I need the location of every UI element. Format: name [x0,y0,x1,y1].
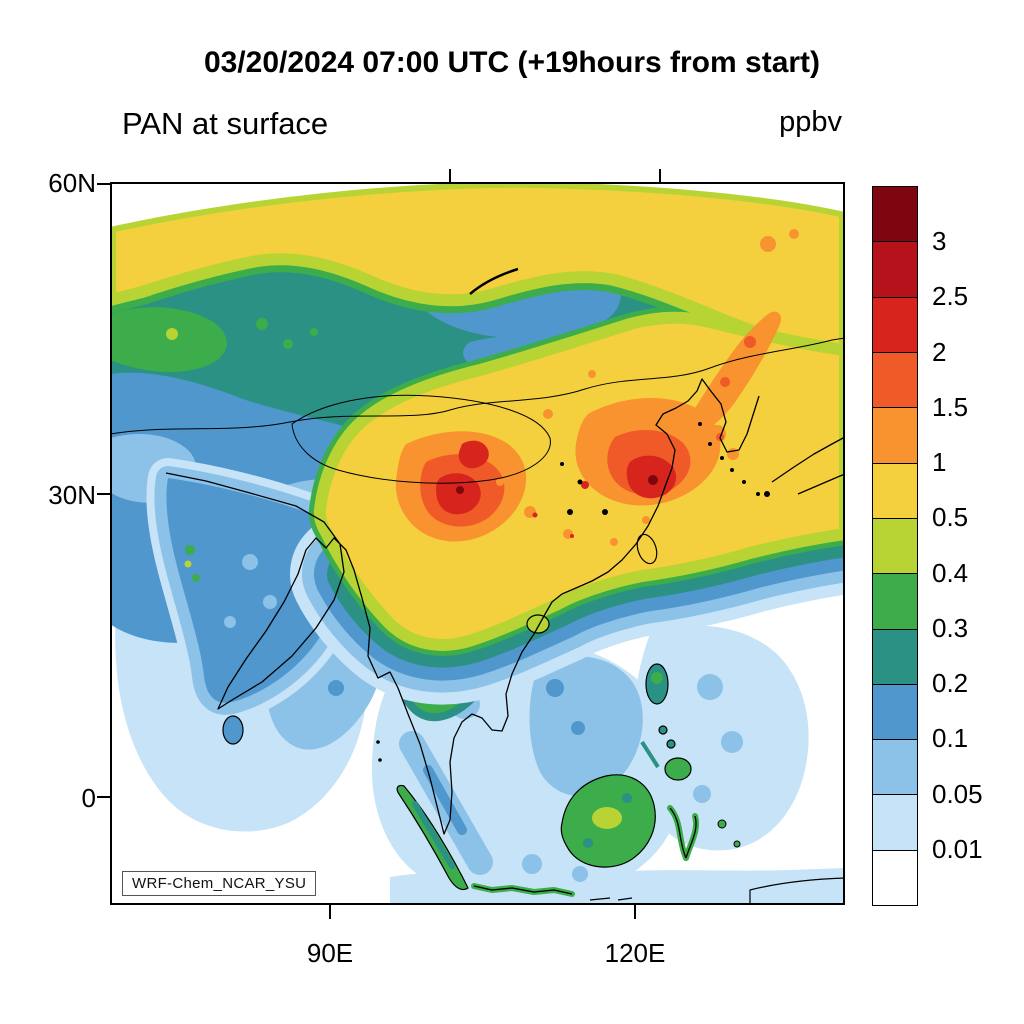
new-guinea-coast [749,877,845,905]
colorbar-cells [873,187,917,906]
colorbar-labels: 3 2.5 2 1.5 1 0.5 0.4 0.3 0.2 0.1 0.05 0.01 [932,186,1012,904]
hotspot-patches [395,229,799,546]
colorbar-tick-label: 0.01 [932,833,983,864]
colorbar-cell [873,628,917,684]
coastlines [110,267,845,901]
x-tick-label-90e: 90E [306,938,354,968]
colorbar-cell [873,683,917,740]
colorbar-tick-label: 3 [932,226,947,257]
main-title: 03/20/2024 07:00 UTC (+19hours from star… [203,46,821,79]
y-tick-label-0: 0 [81,783,96,813]
colorbar-cell [873,794,917,850]
colorbar-tick-label: 1 [932,447,947,478]
colorbar-tick-label: 0.4 [932,557,969,588]
plot-title: PAN at surface [122,106,329,141]
colorbar-tick-label: 0.2 [932,668,969,699]
map-svg [97,169,845,919]
plot-frame-and-ticks [97,169,845,919]
colorbar-cell [873,296,917,352]
hainan-island [526,614,550,634]
x-tick-label-120e: 120E [604,938,666,968]
domain-arc-mask [110,182,845,227]
map-plot: WRF-Chem_NCAR_YSU [97,169,845,919]
colorbar-cell [873,351,917,408]
colorbar-cell [873,517,917,574]
y-tick-label-60n: 60N [48,168,96,198]
y-tick-label-30n: 30N [48,480,96,510]
colorbar-tick-label: 0.5 [932,502,969,533]
colorbar-cell [873,739,917,795]
colorbar-cell [873,849,917,906]
contour-fill-layers [110,182,845,905]
mindanao-island [664,757,692,781]
colorbar-tick-label: 0.3 [932,612,969,643]
map-speckle-dots [376,422,770,762]
lake-baikal [469,267,519,295]
colorbar [872,186,918,906]
colorbar-cell [873,462,917,518]
colorbar-cell [873,241,917,297]
colorbar-cell [873,407,917,463]
colorbar-tick-label: 0.1 [932,723,969,754]
colorbar-tick-label: 2.5 [932,281,969,312]
colorbar-tick-label: 0.05 [932,778,983,809]
colorbar-tick-label: 1.5 [932,391,969,422]
colorbar-tick-label: 2 [932,336,947,367]
units-label: ppbv [779,106,842,138]
watermark-box: WRF-Chem_NCAR_YSU [122,871,317,896]
colorbar-cell [873,573,917,629]
colorbar-cell [873,187,917,242]
sri-lanka-island [222,715,244,745]
